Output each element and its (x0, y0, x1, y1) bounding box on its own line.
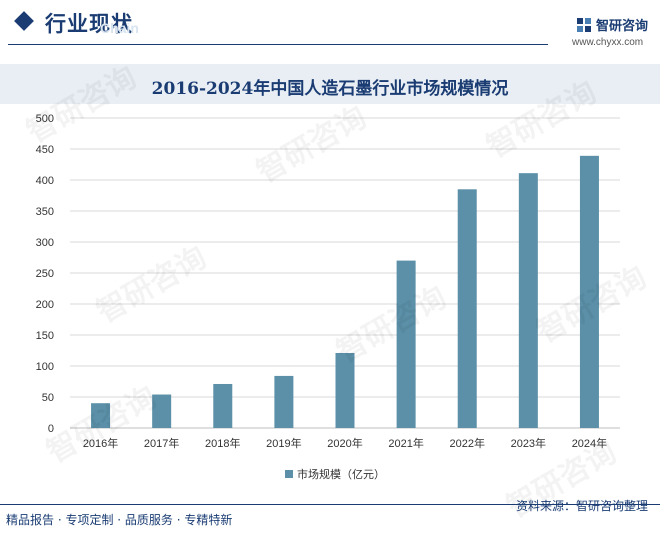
y-tick-label: 250 (36, 268, 54, 280)
y-tick-label: 200 (36, 299, 54, 311)
bar (335, 352, 355, 428)
bar (274, 375, 294, 428)
section-title: 行业现状 (45, 12, 133, 36)
source-note: 资料来源：智研咨询整理 (515, 499, 648, 513)
brand-url: www.chyxx.com (572, 37, 644, 48)
x-tick-label: 2021年 (388, 436, 423, 450)
page-header: 行业现状 Chain 智研咨询 www.chyxx.com (0, 0, 660, 48)
x-tick-label: 2016年 (83, 436, 118, 450)
bar (213, 383, 233, 428)
y-tick-label: 0 (48, 423, 54, 435)
y-tick-label: 150 (36, 330, 54, 342)
brand-name: 智研咨询 (596, 19, 649, 34)
footer-divider (0, 504, 660, 505)
y-tick-label: 350 (36, 206, 54, 218)
y-tick-label: 500 (36, 113, 54, 125)
y-tick-label: 300 (36, 237, 54, 249)
x-tick-label: 2022年 (449, 436, 484, 450)
y-tick-label: 450 (36, 144, 54, 156)
y-tick-label: 400 (36, 175, 54, 187)
bar (579, 155, 599, 428)
x-tick-label: 2018年 (205, 436, 240, 450)
legend-swatch (285, 470, 293, 478)
x-tick-label: 2017年 (144, 436, 179, 450)
y-tick-label: 50 (42, 392, 54, 404)
legend-label: 市场规模（亿元） (297, 467, 385, 481)
section-subtitle: Chain (100, 20, 139, 36)
header-divider (8, 44, 548, 45)
bar (91, 403, 111, 428)
x-tick-label: 2024年 (572, 436, 607, 450)
bar (457, 189, 477, 428)
x-tick-label: 2023年 (511, 436, 546, 450)
bar-chart: 0 50 100 150 200 250 300 350 400 450 500 2016年 2017年… (36, 113, 620, 481)
x-tick-label: 2019年 (266, 436, 301, 450)
chart-title-band (0, 64, 660, 104)
chart-title: 2016-2024年中国人造石墨行业市场规模情况 (151, 79, 509, 99)
x-tick-label: 2020年 (327, 436, 362, 450)
brand-logo-icon (577, 18, 591, 32)
bar (396, 260, 416, 428)
y-tick-label: 100 (36, 361, 54, 373)
diamond-icon (14, 11, 34, 31)
bar (518, 173, 538, 428)
bar (152, 394, 172, 428)
footer-tagline: 精品报告 · 专项定制 · 品质服务 · 专精特新 (6, 513, 233, 527)
